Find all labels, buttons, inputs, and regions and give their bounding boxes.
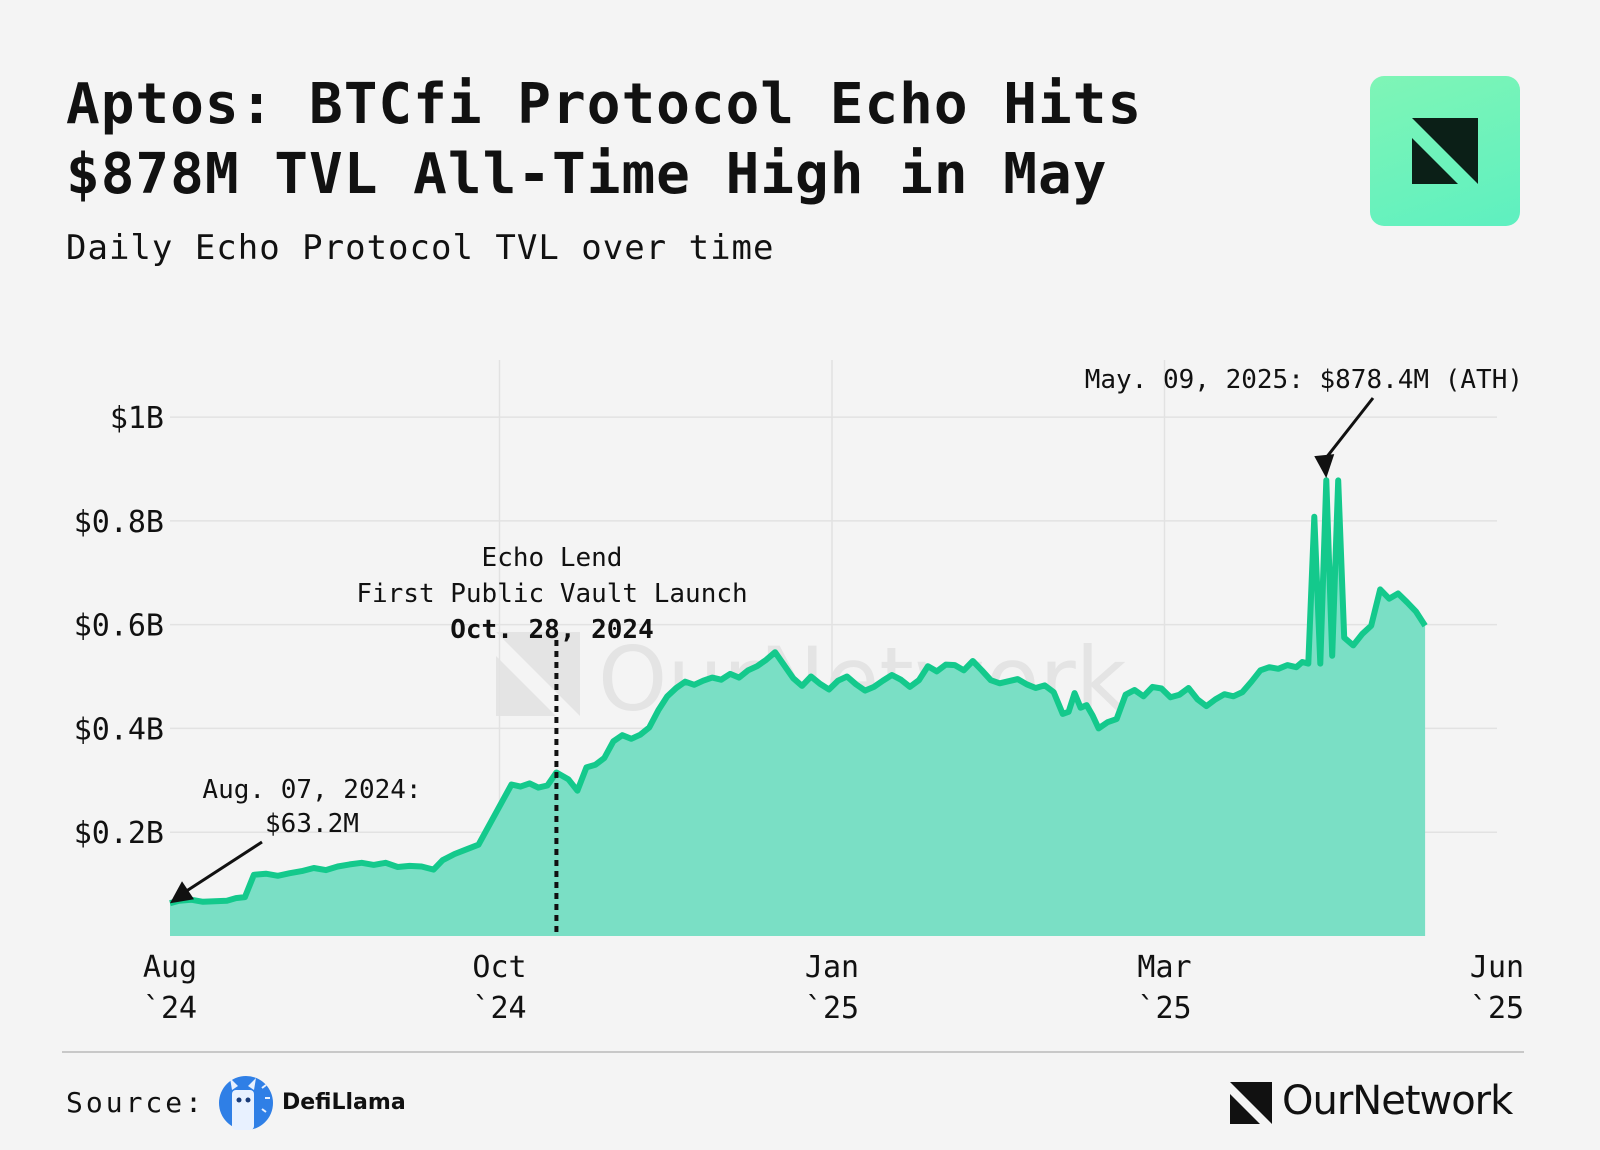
chart-title: Aptos: BTCfi Protocol Echo Hits $878M TV… [66, 70, 1266, 210]
x-tick-label-year: `24 [143, 991, 197, 1026]
start-arrow-line [179, 840, 263, 897]
y-axis: $0.2B $0.4B $0.6B $0.8B $1B [74, 401, 164, 851]
x-tick-label-year: `25 [805, 991, 859, 1026]
x-tick-label-year: `25 [1137, 991, 1191, 1026]
ath-arrow-head [1314, 454, 1335, 479]
defillama-logo-icon [219, 1076, 273, 1130]
y-tick-label: $0.2B [74, 816, 164, 851]
y-tick-label: $0.4B [74, 712, 164, 747]
ath-arrow-line [1323, 397, 1375, 462]
start-annotation-line2: $63.2M [265, 809, 359, 839]
watermark-logo-icon [496, 632, 580, 716]
chart-title-line1: Aptos: BTCfi Protocol Echo Hits [66, 72, 1143, 137]
chart-subtitle: Daily Echo Protocol TVL over time [66, 228, 775, 268]
brand-name: OurNetwork [1282, 1078, 1513, 1124]
y-tick-label: $0.8B [74, 505, 164, 540]
launch-annotation-date: Oct. 28, 2024 [450, 615, 654, 645]
ournetwork-logo-icon [1370, 76, 1520, 226]
x-tick-label: Mar [1137, 950, 1191, 985]
launch-annotation-line1: Echo Lend [482, 543, 623, 573]
x-tick-label: Aug [143, 950, 197, 985]
x-tick-label: Jun [1470, 950, 1524, 985]
launch-annotation-line2: First Public Vault Launch [356, 579, 747, 609]
source-name: DefiLlama [282, 1090, 406, 1115]
ournetwork-logo-icon [1230, 1082, 1272, 1124]
tvl-area-fill [170, 480, 1426, 936]
x-tick-label-year: `24 [472, 991, 526, 1026]
chart-title-line2: $878M TVL All-Time High in May [66, 142, 1108, 207]
start-annotation-line1: Aug. 07, 2024: [202, 775, 421, 805]
watermark-logo-icon-part [496, 656, 556, 716]
x-axis: Aug `24 Oct `24 Jan `25 Mar `25 Jun `25 [143, 950, 1524, 1026]
ath-annotation: May. 09, 2025: $878.4M (ATH) [1085, 365, 1523, 395]
source-label: Source: [66, 1086, 206, 1119]
x-tick-label: Oct [472, 950, 526, 985]
tvl-series-line [169, 477, 1428, 907]
y-tick-label: $1B [110, 401, 164, 436]
x-tick-label-year: `25 [1470, 991, 1524, 1026]
y-tick-label: $0.6B [74, 609, 164, 644]
start-arrow-head [170, 881, 194, 904]
x-tick-label: Jan [805, 950, 859, 985]
chart-annotations: Echo Lend First Public Vault Launch Oct. 2… [170, 365, 1523, 904]
footer-divider [62, 1051, 1524, 1053]
